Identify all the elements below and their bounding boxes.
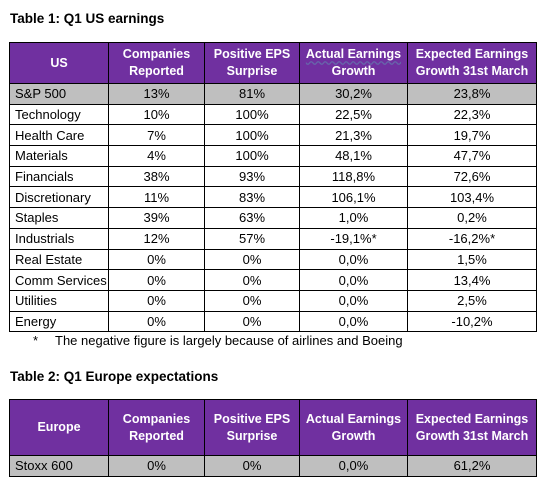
cell-companies: 0% bbox=[108, 310, 205, 333]
footnote: * The negative figure is largely because … bbox=[33, 333, 403, 349]
cell-companies: 0% bbox=[108, 455, 205, 477]
header-actual-growth: Actual Earnings Growth bbox=[299, 399, 408, 456]
cell-expected: -10,2% bbox=[407, 310, 537, 333]
cell-companies: 10% bbox=[108, 103, 205, 126]
table-row: Industrials 12% 57% -19,1%* -16,2%* bbox=[9, 227, 537, 250]
cell-actual: 48,1% bbox=[299, 145, 408, 167]
table-row: Real Estate 0% 0% 0,0% 1,5% bbox=[9, 248, 537, 271]
cell-companies: 38% bbox=[108, 165, 205, 188]
cell-sector: Stoxx 600 bbox=[9, 455, 109, 477]
cell-sector: Industrials bbox=[9, 227, 109, 250]
cell-eps: 100% bbox=[204, 103, 300, 126]
table-row: Materials 4% 100% 48,1% 47,7% bbox=[9, 145, 537, 167]
table-row: Comm Services 0% 0% 0,0% 13,4% bbox=[9, 269, 537, 291]
cell-expected: 23,8% bbox=[407, 83, 537, 105]
table-row: Health Care 7% 100% 21,3% 19,7% bbox=[9, 124, 537, 147]
cell-expected: -16,2%* bbox=[407, 227, 537, 250]
cell-expected: 2,5% bbox=[407, 289, 537, 312]
cell-sector: Financials bbox=[9, 165, 109, 188]
cell-actual: 21,3% bbox=[299, 124, 408, 147]
cell-companies: 11% bbox=[108, 186, 205, 209]
table2-title: Table 2: Q1 Europe expectations bbox=[10, 369, 219, 384]
cell-companies: 4% bbox=[108, 145, 205, 167]
header-expected-growth: Expected Earnings Growth 31st March bbox=[407, 42, 537, 84]
footnote-marker: * bbox=[33, 333, 39, 348]
header-expected-growth: Expected Earnings Growth 31st March bbox=[407, 399, 537, 456]
table1-header-row: US Companies Reported Positive EPS Surpris… bbox=[9, 42, 537, 84]
us-earnings-table: US Companies Reported Positive EPS Surpris… bbox=[9, 42, 537, 333]
header-companies-reported: Companies Reported bbox=[108, 399, 205, 456]
cell-eps: 93% bbox=[204, 165, 300, 188]
table-row: Discretionary 11% 83% 106,1% 103,4% bbox=[9, 186, 537, 209]
header-actual-growth: Actual Earnings Growth bbox=[299, 42, 408, 84]
cell-sector: Discretionary bbox=[9, 186, 109, 209]
cell-expected: 1,5% bbox=[407, 248, 537, 271]
cell-companies: 0% bbox=[108, 248, 205, 271]
cell-sector: Staples bbox=[9, 207, 109, 229]
cell-actual: 0,0% bbox=[299, 248, 408, 271]
header-positive-eps: Positive EPS Surprise bbox=[204, 399, 300, 456]
table-row: Energy 0% 0% 0,0% -10,2% bbox=[9, 310, 537, 333]
cell-expected: 72,6% bbox=[407, 165, 537, 188]
cell-eps: 0% bbox=[204, 289, 300, 312]
cell-companies: 7% bbox=[108, 124, 205, 147]
cell-eps: 100% bbox=[204, 145, 300, 167]
cell-companies: 39% bbox=[108, 207, 205, 229]
europe-expectations-table: Europe Companies Reported Positive EPS Sur… bbox=[9, 399, 537, 477]
cell-companies: 13% bbox=[108, 83, 205, 105]
cell-actual: 0,0% bbox=[299, 310, 408, 333]
table-row: Financials 38% 93% 118,8% 72,6% bbox=[9, 165, 537, 188]
cell-actual: 0,0% bbox=[299, 269, 408, 291]
cell-companies: 12% bbox=[108, 227, 205, 250]
header-companies-reported: Companies Reported bbox=[108, 42, 205, 84]
cell-expected: 61,2% bbox=[407, 455, 537, 477]
cell-sector: Energy bbox=[9, 310, 109, 333]
cell-eps: 81% bbox=[204, 83, 300, 105]
cell-sector: Comm Services bbox=[9, 269, 109, 291]
cell-eps: 0% bbox=[204, 248, 300, 271]
cell-eps: 83% bbox=[204, 186, 300, 209]
cell-eps: 0% bbox=[204, 269, 300, 291]
table-row: Stoxx 600 0% 0% 0,0% 61,2% bbox=[9, 455, 537, 477]
cell-eps: 100% bbox=[204, 124, 300, 147]
cell-eps: 0% bbox=[204, 310, 300, 333]
cell-sector: Health Care bbox=[9, 124, 109, 147]
cell-actual: 118,8% bbox=[299, 165, 408, 188]
cell-expected: 47,7% bbox=[407, 145, 537, 167]
header-region: Europe bbox=[9, 399, 109, 456]
cell-actual: -19,1%* bbox=[299, 227, 408, 250]
cell-actual: 0,0% bbox=[299, 455, 408, 477]
table1-title: Table 1: Q1 US earnings bbox=[10, 11, 165, 26]
table-row: Technology 10% 100% 22,5% 22,3% bbox=[9, 103, 537, 126]
table-row: S&P 500 13% 81% 30,2% 23,8% bbox=[9, 83, 537, 105]
cell-expected: 103,4% bbox=[407, 186, 537, 209]
table2-header-row: Europe Companies Reported Positive EPS Sur… bbox=[9, 399, 537, 456]
footnote-text: The negative figure is largely because o… bbox=[55, 333, 403, 348]
cell-actual: 106,1% bbox=[299, 186, 408, 209]
cell-actual: 30,2% bbox=[299, 83, 408, 105]
cell-actual: 0,0% bbox=[299, 289, 408, 312]
cell-actual: 1,0% bbox=[299, 207, 408, 229]
header-positive-eps: Positive EPS Surprise bbox=[204, 42, 300, 84]
table-row: Staples 39% 63% 1,0% 0,2% bbox=[9, 207, 537, 229]
cell-sector: Materials bbox=[9, 145, 109, 167]
cell-sector: Technology bbox=[9, 103, 109, 126]
cell-companies: 0% bbox=[108, 269, 205, 291]
header-region: US bbox=[9, 42, 109, 84]
cell-sector: Utilities bbox=[9, 289, 109, 312]
cell-eps: 57% bbox=[204, 227, 300, 250]
cell-actual: 22,5% bbox=[299, 103, 408, 126]
table-row: Utilities 0% 0% 0,0% 2,5% bbox=[9, 289, 537, 312]
cell-expected: 13,4% bbox=[407, 269, 537, 291]
cell-expected: 22,3% bbox=[407, 103, 537, 126]
cell-eps: 0% bbox=[204, 455, 300, 477]
cell-expected: 0,2% bbox=[407, 207, 537, 229]
cell-sector: S&P 500 bbox=[9, 83, 109, 105]
cell-sector: Real Estate bbox=[9, 248, 109, 271]
cell-companies: 0% bbox=[108, 289, 205, 312]
cell-expected: 19,7% bbox=[407, 124, 537, 147]
cell-eps: 63% bbox=[204, 207, 300, 229]
